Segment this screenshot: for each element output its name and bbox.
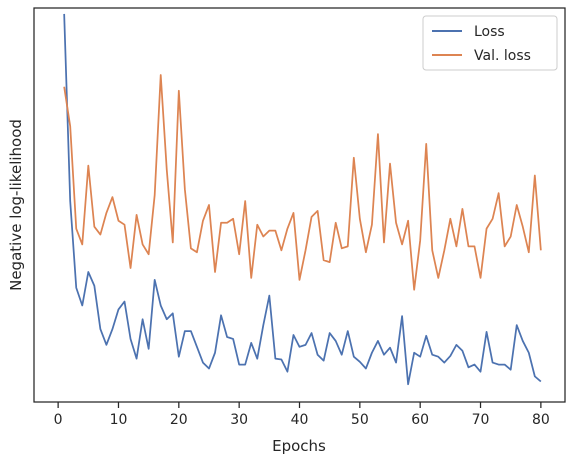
- y-axis-label: Negative log-likelihood: [7, 119, 25, 291]
- x-tick-label: 30: [230, 412, 248, 428]
- legend-label-val-loss: Val. loss: [474, 48, 531, 64]
- x-tick-label: 0: [54, 412, 63, 428]
- x-tick-label: 60: [411, 412, 429, 428]
- legend: Loss Val. loss: [422, 15, 558, 71]
- x-tick-label: 20: [170, 412, 188, 428]
- x-tick-label: 80: [532, 412, 550, 428]
- plot-area: [63, 13, 542, 386]
- x-tick-label: 40: [291, 412, 309, 428]
- series-line-val-loss: [63, 74, 542, 291]
- legend-box: [422, 15, 558, 71]
- x-tick-label: 10: [110, 412, 128, 428]
- x-axis-label: Epochs: [272, 437, 326, 455]
- x-axis-ticks: 0 10 20 30 40 50 60 70 80: [54, 402, 550, 428]
- x-tick-label: 50: [351, 412, 369, 428]
- series-line-loss: [63, 13, 542, 386]
- x-tick-label: 70: [472, 412, 490, 428]
- legend-label-loss: Loss: [474, 24, 505, 40]
